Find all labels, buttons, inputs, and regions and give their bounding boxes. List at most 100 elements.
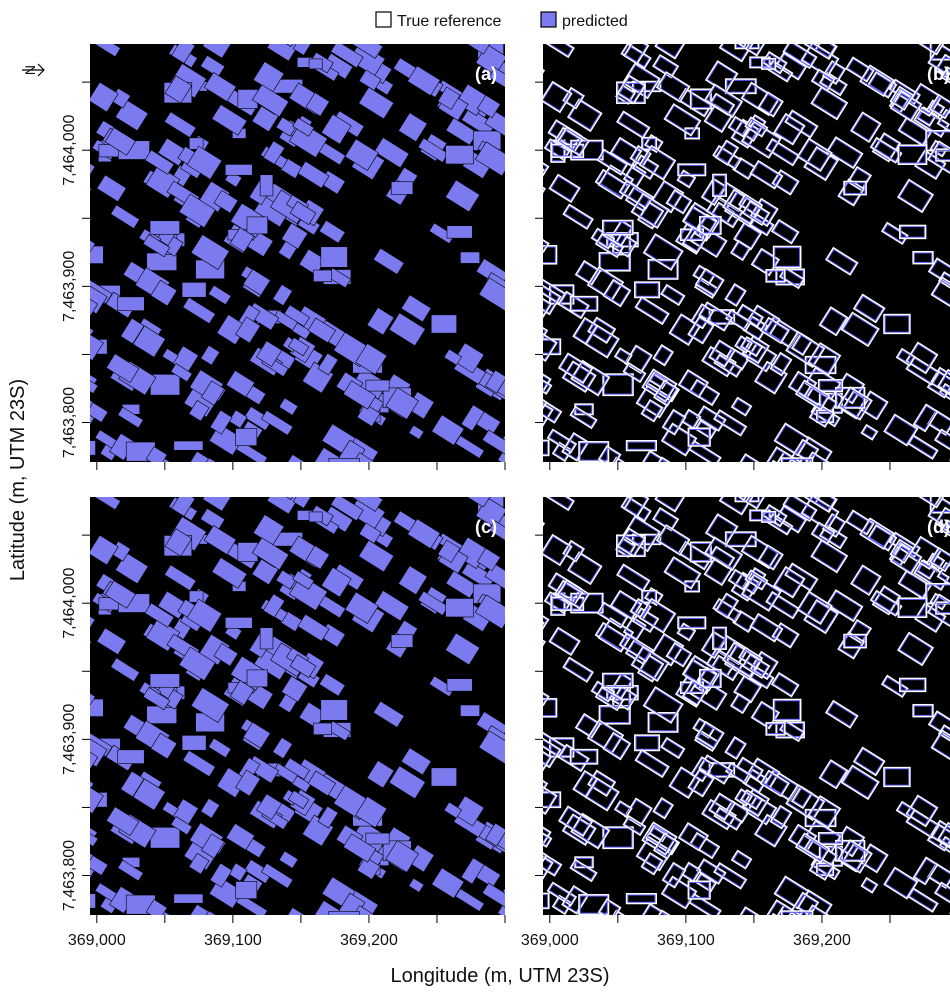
building [506,568,529,592]
building-reference [512,121,541,151]
building [256,478,276,496]
building-reference [506,507,544,541]
building [146,469,170,494]
building [366,833,389,844]
building [506,829,536,854]
building [225,164,252,175]
building-predicted [510,888,537,902]
building-reference [729,12,758,37]
building-predicted [710,27,727,42]
map-panel [53,12,540,497]
building-predicted [725,481,747,499]
building-reference [511,609,544,640]
building [321,247,348,268]
building [514,286,534,303]
building-reference [511,156,544,187]
building [507,380,539,410]
building [270,479,295,499]
building-predicted [521,767,540,783]
building [86,699,103,717]
building [431,768,456,786]
building [503,889,515,911]
building-predicted [608,459,628,480]
building [53,54,91,88]
building-reference [509,434,538,450]
building-reference [517,514,542,535]
building [67,548,89,568]
x-tick-label: 369,200 [340,932,398,949]
building-reference [511,385,546,414]
building [514,739,534,756]
building [313,461,337,483]
building-predicted [517,740,539,753]
y-tick-label: 7,463,800 [61,387,78,458]
building-reference [619,463,654,497]
building-predicted [526,72,540,81]
building [460,252,479,263]
building [391,182,413,195]
building [431,315,456,333]
building-predicted [731,467,757,489]
building [182,735,206,750]
building-predicted [731,14,757,36]
building-predicted [621,918,654,949]
building [118,750,145,764]
building-predicted [586,473,604,485]
building-predicted [516,23,530,36]
panel-label: (d) [927,517,950,537]
building [132,19,152,33]
building-predicted [746,469,763,482]
building [225,617,252,628]
building-reference [520,95,542,115]
building-reference [525,524,541,535]
building-reference [516,363,535,381]
building [313,914,337,936]
building-reference [516,739,540,754]
building [366,380,389,391]
building [329,911,360,927]
building-predicted [521,97,540,115]
x-tick-label: 369,200 [793,932,851,949]
building-reference [516,816,535,834]
building [72,524,88,535]
building [344,15,369,37]
building [256,25,276,43]
building-reference [517,61,542,82]
building-predicted [514,575,540,602]
y-axis-title: Latitude (m, UTM 23S) [7,379,29,581]
panel-label: (c) [475,517,497,537]
legend-swatch-predicted [541,12,556,27]
building-predicted [519,516,541,535]
figure: True reference predicted N Longitude (m,… [0,0,950,994]
building [391,635,413,648]
building-reference [511,885,538,914]
y-tick-label: 7,463,800 [61,840,78,911]
building-reference [519,853,531,870]
building-predicted [517,364,534,380]
panel-label: (b) [927,64,950,84]
building-reference [510,299,543,326]
building [236,881,257,898]
building [166,463,201,497]
building [150,221,180,235]
building-reference [723,26,748,46]
building-predicted [520,854,530,869]
building-predicted [517,817,534,833]
building-reference [516,286,540,301]
map-panel [506,12,950,497]
building [344,468,369,490]
legend-swatch-reference [376,12,391,27]
building [313,270,331,282]
building [260,628,273,649]
building-reference [511,432,538,461]
building [67,95,89,115]
building-predicted [799,469,822,489]
building [292,468,311,483]
building-reference [520,548,542,568]
building-predicted [527,183,544,200]
building-reference [723,479,748,499]
building-predicted [768,463,789,482]
x-tick-label: 369,000 [68,932,126,949]
north-label: N [22,65,38,75]
building [309,512,322,522]
